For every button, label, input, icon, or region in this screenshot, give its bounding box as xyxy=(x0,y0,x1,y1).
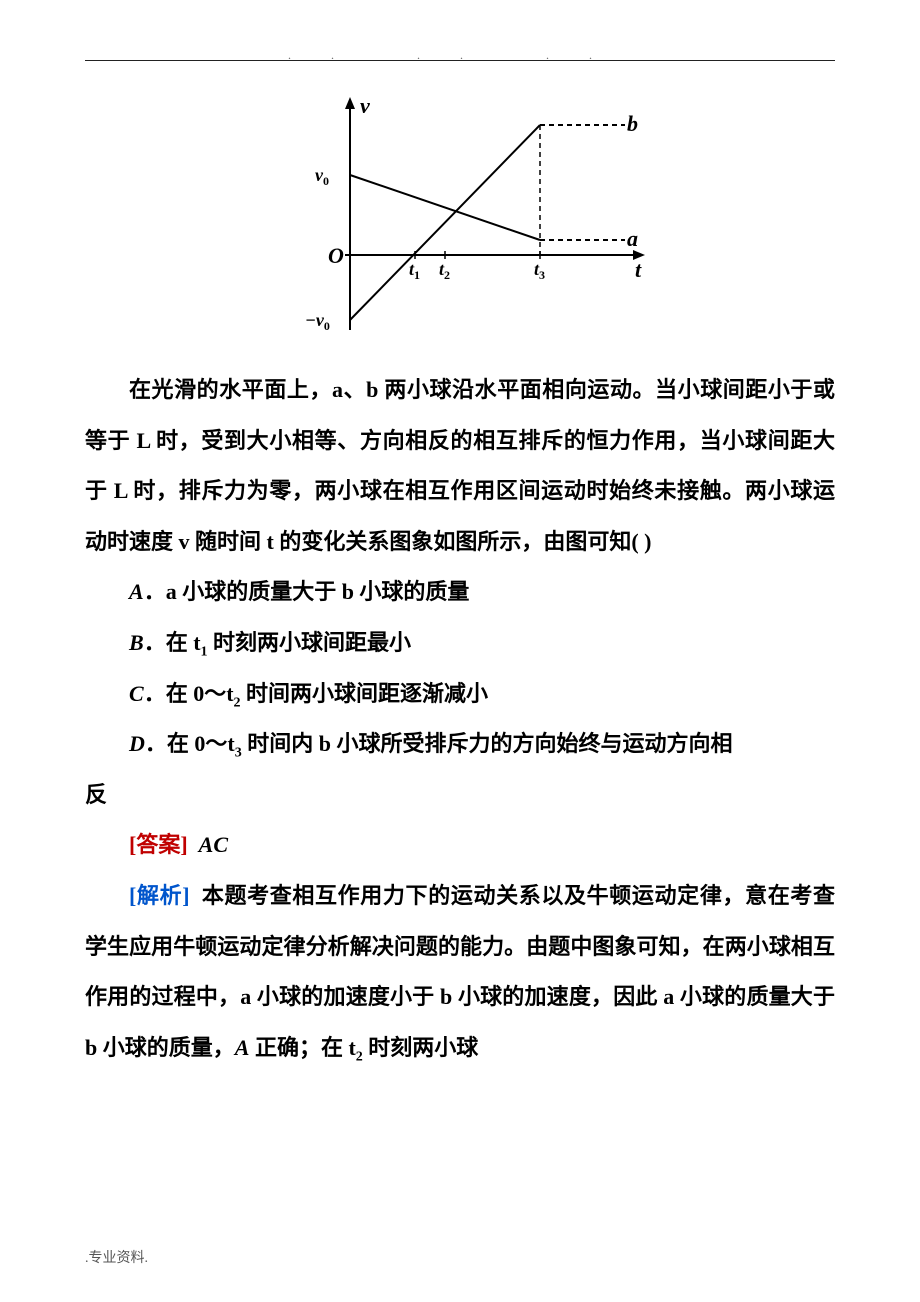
answer-label: [答案] xyxy=(129,832,188,857)
analysis-text-3: 时刻两小球 xyxy=(363,1035,479,1060)
svg-text:O: O xyxy=(328,243,344,268)
analysis-label: [解析] xyxy=(129,883,190,908)
option-c-text-1: ．在 0～t xyxy=(144,681,234,706)
option-c: C．在 0～t2 时间两小球间距逐渐减小 xyxy=(85,669,835,720)
option-b-text-2: 时刻两小球间距最小 xyxy=(208,630,412,655)
svg-text:−v0: −v0 xyxy=(305,310,330,333)
svg-text:b: b xyxy=(627,111,638,136)
option-a: A．a 小球的质量大于 b 小球的质量 xyxy=(85,567,835,618)
option-b-sub: 1 xyxy=(201,644,208,659)
question-stem: 在光滑的水平面上，a、b 两小球沿水平面相向运动。当小球间距小于或等于 L 时，… xyxy=(85,365,835,567)
header-rule xyxy=(85,60,835,61)
vt-graph-svg: v t Ov0 −v0 t1 t2 t3 a b xyxy=(270,95,650,335)
option-b: B．在 t1 时刻两小球间距最小 xyxy=(85,618,835,669)
option-d-letter: D xyxy=(129,731,145,756)
footer-text: .专业资料. xyxy=(85,1247,148,1267)
option-b-text-1: ．在 t xyxy=(144,630,201,655)
svg-text:v: v xyxy=(360,95,370,118)
svg-text:a: a xyxy=(627,226,638,251)
analysis-text-1: 本题考查相互作用力下的运动关系以及牛顿运动定律，意在考查学生应用牛顿运动定律分析… xyxy=(85,883,835,1060)
option-c-text-2: 时间两小球间距逐渐减小 xyxy=(241,681,489,706)
option-c-sub: 2 xyxy=(234,695,241,710)
svg-text:t: t xyxy=(635,257,642,282)
option-d-sub: 3 xyxy=(235,746,242,761)
svg-text:t3: t3 xyxy=(534,259,545,282)
svg-text:t2: t2 xyxy=(439,259,450,282)
analysis-row: [解析] 本题考查相互作用力下的运动关系以及牛顿运动定律，意在考查学生应用牛顿运… xyxy=(85,871,835,1073)
noindent-wrap-d: 反 xyxy=(85,770,835,821)
option-b-letter: B xyxy=(129,630,144,655)
option-d-text-1: ．在 0～t xyxy=(145,731,235,756)
physics-figure: v t Ov0 −v0 t1 t2 t3 a b xyxy=(85,95,835,340)
svg-text:t1: t1 xyxy=(409,259,420,282)
option-c-letter: C xyxy=(129,681,144,706)
analysis-sub: 2 xyxy=(356,1049,363,1064)
answer-row: [答案] AC xyxy=(85,820,835,871)
svg-text:v0: v0 xyxy=(315,165,329,188)
answer-value: AC xyxy=(199,832,228,857)
analysis-text-2: 正确；在 t xyxy=(249,1035,355,1060)
option-d: D．在 0～t3 时间内 b 小球所受排斥力的方向始终与运动方向相 xyxy=(85,719,835,770)
option-a-text: ．a 小球的质量大于 b 小球的质量 xyxy=(144,579,470,604)
analysis-A: A xyxy=(235,1035,250,1060)
option-a-letter: A xyxy=(129,579,144,604)
option-d-text-2: 时间内 b 小球所受排斥力的方向始终与运动方向相 xyxy=(242,731,733,756)
